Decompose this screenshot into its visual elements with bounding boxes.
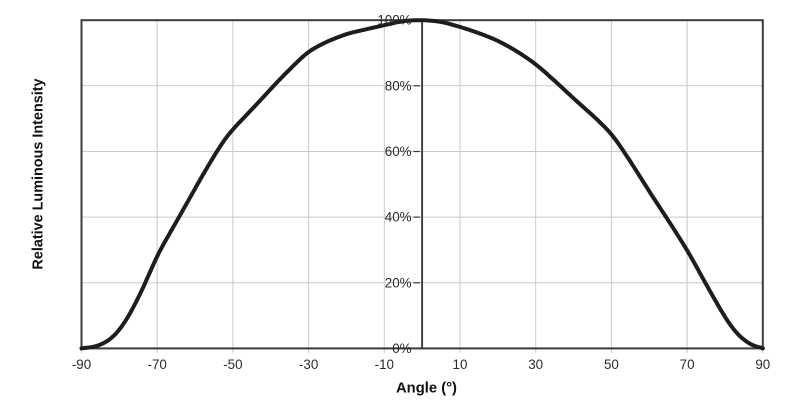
svg-text:40%: 40% [385, 210, 412, 225]
svg-text:-30: -30 [299, 357, 318, 372]
svg-text:90: 90 [755, 357, 770, 372]
svg-text:100%: 100% [377, 13, 411, 28]
svg-text:30: 30 [528, 357, 543, 372]
svg-text:60%: 60% [385, 144, 412, 159]
svg-text:Angle (°): Angle (°) [396, 381, 457, 397]
svg-text:-10: -10 [375, 357, 394, 372]
svg-text:80%: 80% [385, 78, 412, 93]
svg-text:-70: -70 [148, 357, 167, 372]
svg-text:-90: -90 [72, 357, 91, 372]
svg-text:20%: 20% [385, 275, 412, 290]
svg-text:0%: 0% [392, 341, 411, 356]
svg-text:70: 70 [680, 357, 695, 372]
svg-text:10: 10 [453, 357, 468, 372]
svg-text:Relative Luminous Intensity: Relative Luminous Intensity [30, 78, 46, 269]
svg-text:50: 50 [604, 357, 619, 372]
svg-text:-50: -50 [223, 357, 242, 372]
